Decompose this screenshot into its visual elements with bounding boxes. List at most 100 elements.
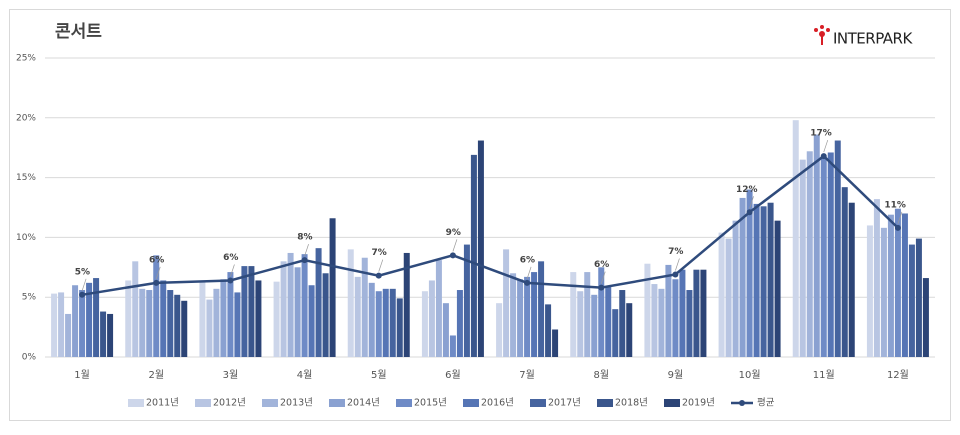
legend-label: 2012년 [213,398,246,409]
bar [552,329,559,357]
bar [227,272,234,357]
x-tick-label: 6월 [445,369,461,381]
bar [584,272,591,357]
bar [672,279,679,357]
bar [651,284,658,357]
average-point [820,153,827,160]
bar [725,238,732,357]
y-tick-label: 10% [16,233,36,243]
bar [100,311,107,357]
bar [280,261,287,357]
bar [273,281,280,357]
bar [753,203,760,357]
value-label: 12% [736,185,758,195]
x-tick-label: 4월 [297,369,313,381]
bar [153,255,160,357]
legend-swatch [195,399,211,407]
bar [449,335,456,357]
label-leader [600,271,606,284]
bar [545,304,552,357]
average-point [598,284,605,291]
x-tick-label: 3월 [223,369,239,381]
legend-swatch [530,399,546,407]
bar [435,260,442,357]
bar [51,293,58,357]
bar [760,206,767,357]
label-leader [675,258,680,271]
bar [463,244,470,357]
bar [531,272,538,357]
bar [79,290,86,357]
bar [248,266,255,357]
legend-label: 2019년 [682,398,715,409]
chart-title: 콘서트 [55,22,102,42]
value-label: 7% [668,247,683,257]
bar [174,294,181,357]
label-leader [155,266,161,279]
bar [577,291,584,357]
bar [206,299,213,357]
bar [389,288,396,357]
bar [658,288,665,357]
average-point [672,271,679,278]
legend-label: 2011년 [146,398,179,409]
bar [799,159,806,357]
bar [767,202,774,357]
average-point [301,257,308,264]
value-label: 11% [884,200,906,210]
bar [524,276,531,357]
bar [848,202,855,357]
bar [517,279,524,357]
label-leader [304,244,309,257]
legend-label: 2015년 [414,398,447,409]
bar [301,254,308,357]
legend-label: 2017년 [548,398,581,409]
bar [361,257,368,357]
bar [503,249,510,357]
bar [181,300,188,357]
bar [686,290,693,357]
bar [442,303,449,357]
x-tick-label: 10월 [739,369,761,381]
bar [774,220,781,357]
x-tick-label: 1월 [74,369,90,381]
average-point [894,224,901,231]
label-leader [378,259,384,272]
average-point [79,291,86,298]
bar [908,244,915,357]
label-leader [897,211,903,224]
legend-label: 2013년 [280,398,313,409]
bar [644,263,651,357]
legend-label: 2018년 [615,398,648,409]
label-leader [823,139,829,153]
y-tick-label: 15% [16,173,36,183]
label-leader [526,266,532,279]
average-line [81,154,899,297]
bar [806,151,813,357]
bar [329,218,336,357]
bar [354,276,361,357]
bar [922,278,929,357]
bar [58,292,65,357]
bar [619,290,626,357]
average-point [746,209,753,216]
logo-text: INTERPARK [833,30,913,48]
bar [693,269,700,357]
label-leader [452,239,458,252]
x-tick-label: 11월 [813,369,835,381]
bar [107,313,114,357]
bar [456,290,463,357]
bar [375,291,382,357]
average-point [524,279,531,286]
bar [605,286,612,357]
legend-swatch [463,399,479,407]
bar [220,279,227,357]
bar [718,232,725,357]
bar [732,220,739,357]
bar [477,140,484,357]
bar [470,154,477,357]
legend-swatch [664,399,680,407]
bar [746,189,753,357]
bar [700,269,707,357]
